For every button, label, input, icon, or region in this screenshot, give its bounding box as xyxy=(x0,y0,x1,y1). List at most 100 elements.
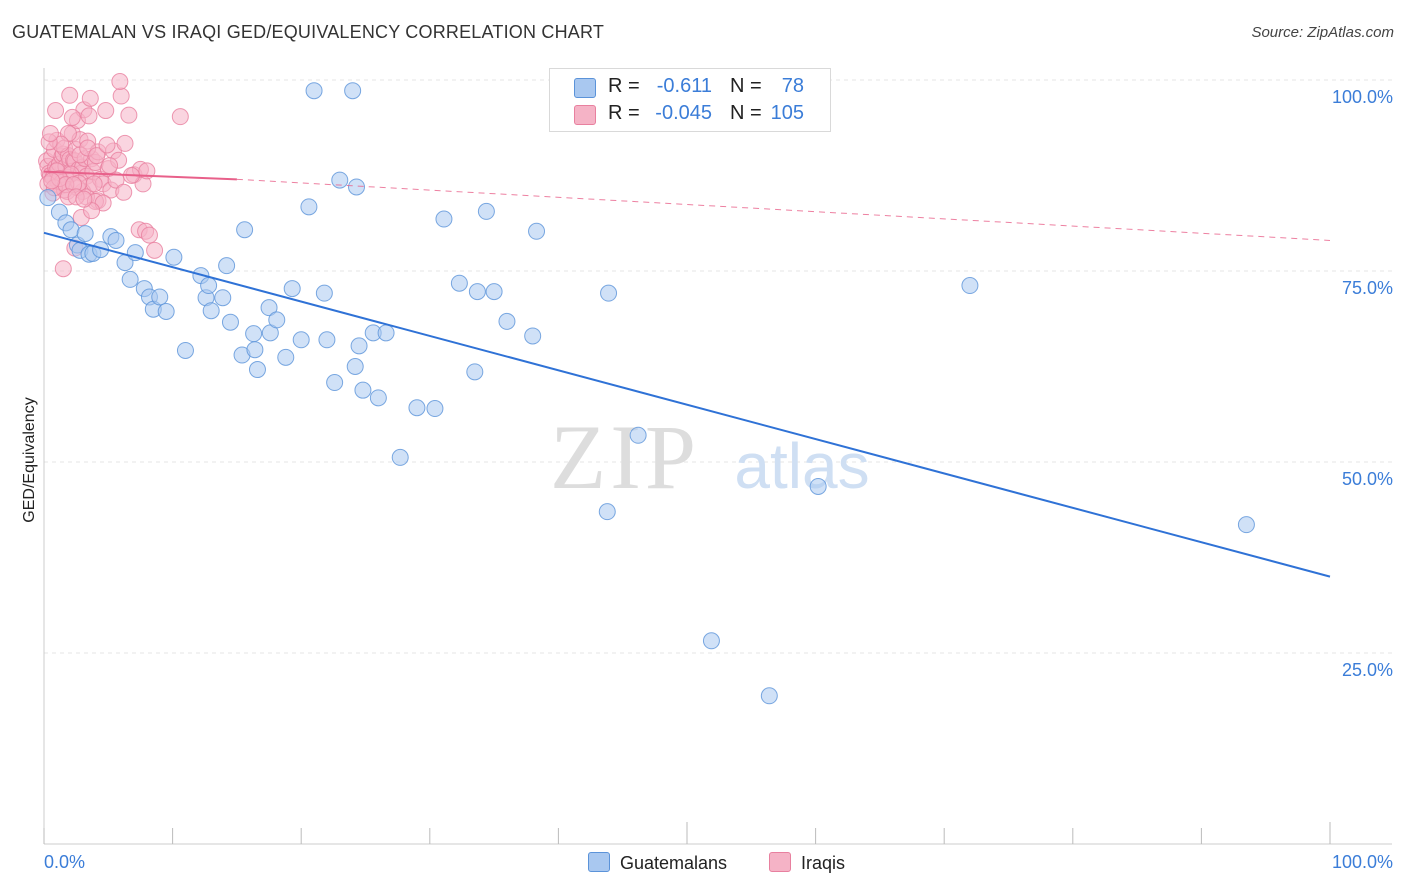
guatemalans-point xyxy=(202,302,220,320)
guatemalans-point xyxy=(485,283,503,301)
guatemalans-point xyxy=(107,231,125,249)
guatemalans-point xyxy=(809,477,827,495)
guatemalans-point xyxy=(121,270,139,288)
bottom-legend-swatch-blue xyxy=(588,852,610,872)
guatemalans-point xyxy=(165,248,183,266)
guatemalans-point xyxy=(702,632,720,650)
iraqis-point xyxy=(107,171,125,189)
iraqis-trend-line xyxy=(43,170,237,181)
guatemalans-point xyxy=(528,222,546,240)
guatemalans-point xyxy=(435,210,453,228)
source-label: Source: ZipAtlas.com xyxy=(1251,24,1394,41)
grid-lines xyxy=(44,79,1392,654)
guatemalans-point xyxy=(331,171,349,189)
guatemalans-point xyxy=(151,288,169,306)
guatemalans-point xyxy=(157,302,175,320)
iraqis-point xyxy=(97,102,115,120)
guatemalans-point xyxy=(377,324,395,342)
guatemalans-point xyxy=(354,381,372,399)
x-tick-label-min: 0.0% xyxy=(44,852,86,872)
y-tick-label: 25.0% xyxy=(1342,660,1393,680)
iraqis-point xyxy=(63,108,81,126)
guatemalans-point xyxy=(277,348,295,366)
guatemalans-point xyxy=(468,283,486,301)
legend-r-value: -0.611 xyxy=(656,75,712,97)
guatemalans-point xyxy=(346,358,364,375)
guatemalans-point xyxy=(498,312,516,330)
iraqis-point xyxy=(54,260,72,278)
iraqis-point xyxy=(85,175,103,193)
iraqis-point xyxy=(43,172,61,190)
guatemalans-point xyxy=(524,327,542,345)
guatemalans-point xyxy=(268,311,286,329)
axes xyxy=(43,68,1392,845)
guatemalans-point xyxy=(318,331,336,349)
guatemalans-point xyxy=(214,289,232,307)
guatemalans-point xyxy=(1237,516,1255,534)
guatemalans-point xyxy=(39,189,57,207)
guatemalans-point xyxy=(391,448,409,466)
x-tick-label-max: 100.0% xyxy=(1331,852,1393,872)
bottom-legend-label: Guatemalans xyxy=(620,853,728,873)
guatemalans-point xyxy=(600,284,618,302)
iraqis-point xyxy=(140,226,158,244)
guatemalans-point xyxy=(629,426,647,444)
guatemalans-point xyxy=(221,313,239,331)
legend-swatch-pink xyxy=(574,105,596,125)
iraqis-point xyxy=(115,183,133,201)
guatemalans-point xyxy=(408,399,426,417)
iraqis-point xyxy=(61,86,79,104)
bottom-legend-iraqis: Iraqis xyxy=(769,852,845,874)
y-tick-label: 100.0% xyxy=(1332,87,1393,107)
guatemalans-point xyxy=(300,198,318,216)
iraqis-point xyxy=(111,73,129,91)
guatemalans-point xyxy=(260,299,278,317)
guatemalans-point xyxy=(246,341,264,359)
guatemalans-point xyxy=(305,82,323,100)
legend-n-value: 105 xyxy=(770,102,804,124)
iraqis-point xyxy=(81,89,99,107)
iraqis-point xyxy=(80,107,98,125)
guatemalans-point xyxy=(315,284,333,302)
iraqis-point xyxy=(120,106,138,124)
y-tick-label: 75.0% xyxy=(1342,278,1393,298)
legend-n-label: N = xyxy=(730,75,762,97)
iraqis-point xyxy=(171,108,189,126)
y-tick-label: 50.0% xyxy=(1342,469,1393,489)
guatemalans-point xyxy=(200,277,218,295)
bottom-legend-guatemalans: Guatemalans xyxy=(588,852,727,874)
guatemalans-point xyxy=(326,374,344,392)
guatemalans-point xyxy=(62,221,80,239)
watermark: ZIP atlas xyxy=(550,406,870,508)
bottom-legend-label: Iraqis xyxy=(801,853,846,873)
guatemalans-point xyxy=(76,225,94,243)
guatemalans-points xyxy=(39,82,1255,705)
guatemalans-trend-line xyxy=(43,231,1331,578)
legend-n-value: 78 xyxy=(781,75,804,97)
iraqis-point xyxy=(146,241,164,259)
guatemalans-point xyxy=(369,389,387,407)
guatemalans-point xyxy=(450,274,468,292)
iraqis-point xyxy=(112,87,130,105)
chart-title: GUATEMALAN VS IRAQI GED/EQUIVALENCY CORR… xyxy=(12,22,605,42)
guatemalans-point xyxy=(347,178,365,196)
trend-lines xyxy=(43,170,1331,578)
legend-n-label: N = xyxy=(730,102,762,124)
guatemalans-point xyxy=(292,331,310,349)
guatemalans-point xyxy=(218,257,236,275)
iraqis-point xyxy=(98,136,116,154)
iraqis-point xyxy=(75,190,93,208)
guatemalans-point xyxy=(283,280,301,298)
guatemalans-point xyxy=(961,277,979,295)
guatemalans-point xyxy=(248,361,266,379)
guatemalans-point xyxy=(466,363,484,381)
y-axis-label: GED/Equivalency xyxy=(21,397,38,523)
guatemalans-point xyxy=(477,202,495,220)
legend-row-guatemalans: R = -0.611 N = 78 xyxy=(550,73,830,101)
y-tick-labels: 25.0% 50.0% 75.0% 100.0% xyxy=(1332,87,1393,680)
iraqis-point xyxy=(41,124,59,142)
iraqis-point xyxy=(88,147,106,165)
guatemalans-point xyxy=(426,400,444,418)
legend-r-value: -0.045 xyxy=(655,102,712,124)
guatemalans-point xyxy=(176,341,194,359)
